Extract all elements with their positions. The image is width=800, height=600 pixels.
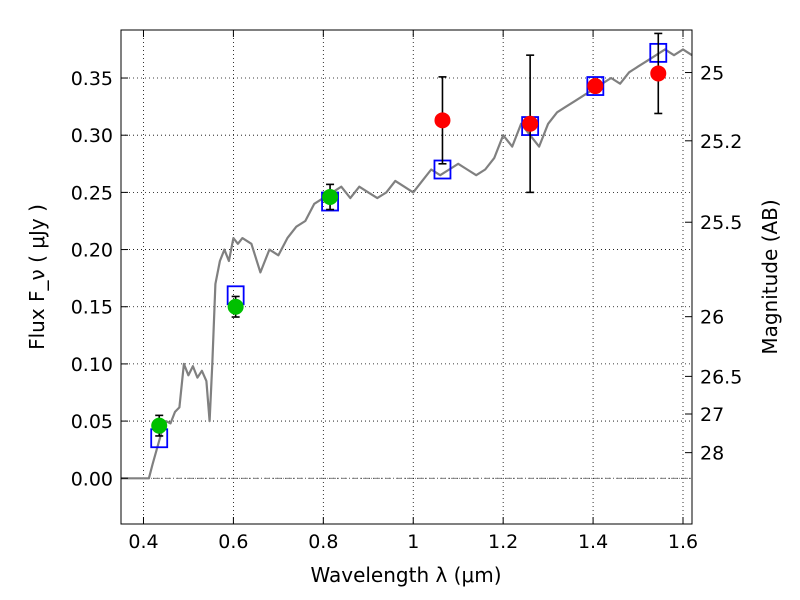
y-tick-label: 0.00 <box>71 468 113 490</box>
y2-tick-label: 25 <box>700 63 724 85</box>
observed-flux-point <box>650 65 667 82</box>
grid <box>121 30 692 524</box>
y2-axis-title: Magnitude (AB) <box>758 199 782 354</box>
observed-flux-point <box>322 188 339 205</box>
observed-flux-point <box>227 298 244 315</box>
x-tick-label: 1.2 <box>488 531 518 553</box>
y2-tick-label: 26 <box>700 307 724 329</box>
observed-flux-point <box>151 417 168 434</box>
observed-flux-point <box>587 78 604 95</box>
x-axis-title: Wavelength λ (μm) <box>310 563 501 587</box>
y-tick-label: 0.15 <box>71 297 113 319</box>
y-tick-label: 0.10 <box>71 354 113 376</box>
x-tick-label: 0.8 <box>308 531 338 553</box>
y-tick-label: 0.25 <box>71 182 113 204</box>
model-spectrum <box>121 48 693 480</box>
plot-frame <box>120 29 693 525</box>
x-tick-label: 0.6 <box>218 531 248 553</box>
y-tick-label: 0.30 <box>71 125 113 147</box>
y-axis-title: Flux F_ν ( μJy ) <box>25 204 49 350</box>
y-tick-label: 0.20 <box>71 240 113 262</box>
y2-tick-label: 25.2 <box>700 131 742 153</box>
spectrum-line <box>121 48 693 480</box>
y2-tick-label: 26.5 <box>700 366 742 388</box>
y-tick-label: 0.05 <box>71 411 113 433</box>
observed-flux-point <box>434 112 451 129</box>
x-tick-label: 0.4 <box>128 531 158 553</box>
y-tick-label: 0.35 <box>71 68 113 90</box>
x-tick-label: 1 <box>407 531 419 553</box>
y2-tick-label: 27 <box>700 404 724 426</box>
y2-tick-label: 25.5 <box>700 212 742 234</box>
photometry-markers <box>150 32 668 449</box>
axis-ticks: 0.4 0.6 0.8 1 1.2 1.4 1.6 0.00 0.05 0.10 0.15 0.20 0… <box>71 30 742 553</box>
y2-tick-label: 28 <box>700 443 724 465</box>
x-tick-label: 1.6 <box>668 531 698 553</box>
observed-flux-point <box>522 115 539 132</box>
x-tick-label: 1.4 <box>578 531 608 553</box>
